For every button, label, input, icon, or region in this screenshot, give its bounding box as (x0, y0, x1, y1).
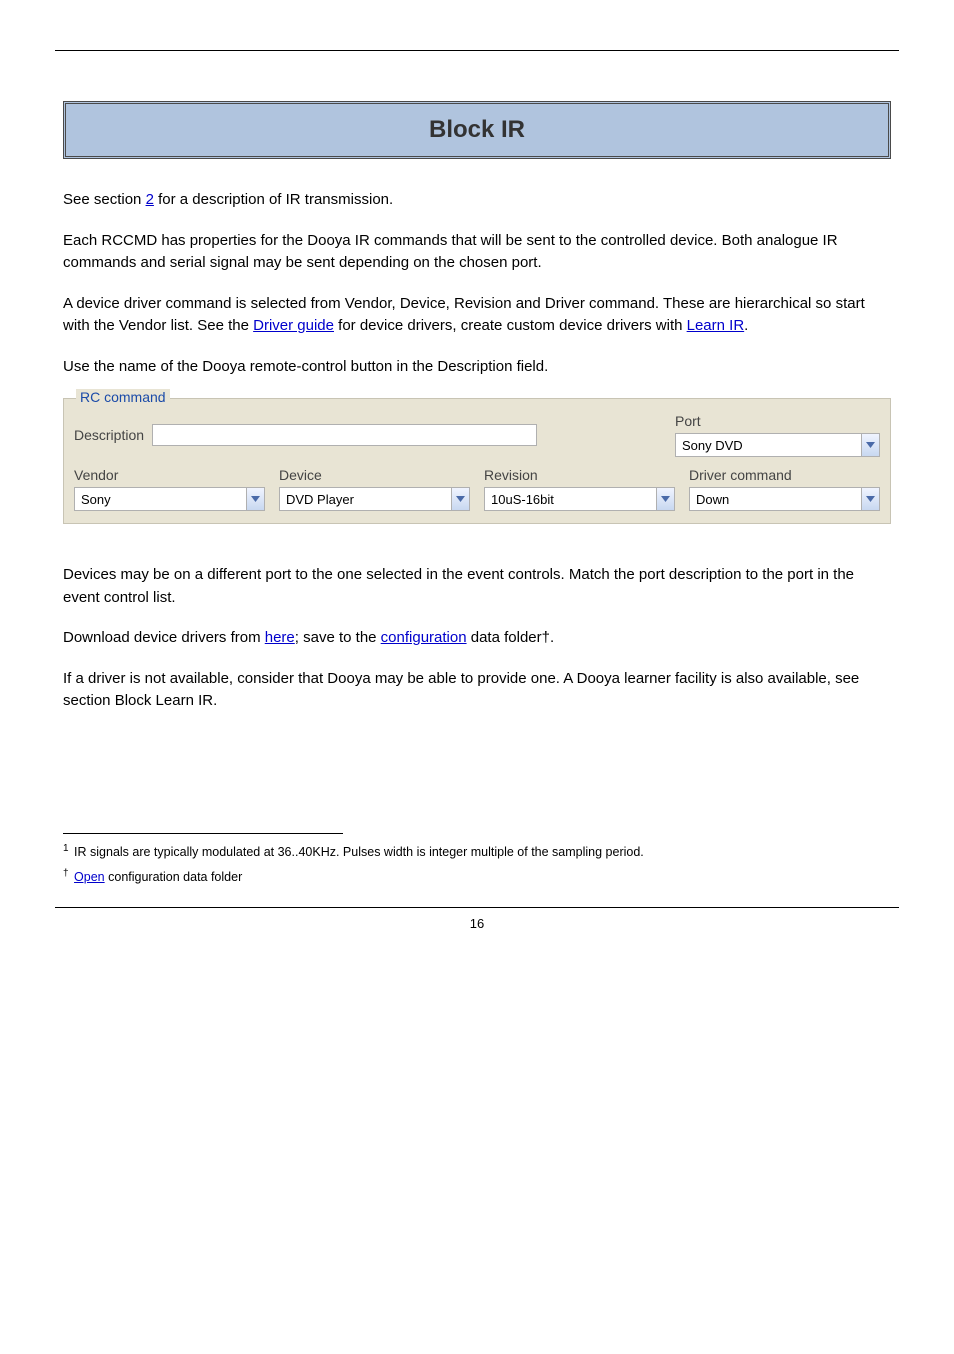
learn-ir-link[interactable]: Learn IR (687, 317, 745, 334)
chevron-down-icon (451, 488, 469, 510)
chevron-down-icon (246, 488, 264, 510)
vendor-value: Sony (81, 492, 111, 507)
paragraph-2: Each RCCMD has properties for the Dooya … (63, 230, 891, 275)
intro-paragraph: See section 2 for a description of IR tr… (63, 189, 891, 212)
rc-legend: RC command (76, 389, 170, 405)
paragraph-5: Devices may be on a different port to th… (63, 564, 891, 609)
paragraph-6: Download device drivers from here; save … (63, 627, 891, 650)
paragraph-4: Use the name of the Dooya remote-control… (63, 356, 891, 379)
text: ; save to the (295, 629, 381, 646)
description-input[interactable] (152, 424, 537, 446)
device-value: DVD Player (286, 492, 354, 507)
port-select[interactable]: Sony DVD (675, 433, 880, 457)
device-select[interactable]: DVD Player (279, 487, 470, 511)
open-folder-link[interactable]: Open (74, 870, 105, 884)
footnote-separator (63, 833, 343, 834)
driver-command-select[interactable]: Down (689, 487, 880, 511)
driver-command-value: Down (696, 492, 729, 507)
port-value: Sony DVD (682, 438, 743, 453)
text: See section (63, 191, 146, 208)
section-title: Block IR (63, 101, 891, 159)
text: . (744, 317, 748, 334)
driver-command-label: Driver command (689, 467, 880, 483)
revision-label: Revision (484, 467, 675, 483)
chevron-down-icon (656, 488, 674, 510)
footnote-text: IR signals are typically modulated at 36… (71, 845, 644, 859)
paragraph-7: If a driver is not available, consider t… (63, 668, 891, 713)
text: for a description of IR transmission. (154, 191, 393, 208)
rc-command-panel: RC command Description Port Sony DVD Ven… (63, 398, 891, 524)
revision-select[interactable]: 10uS-16bit (484, 487, 675, 511)
text: configuration data folder (105, 870, 243, 884)
port-label: Port (675, 413, 880, 429)
page-number: 16 (55, 908, 899, 931)
description-label: Description (74, 427, 144, 443)
footnote-symbol: † (63, 868, 69, 879)
footnote-number: 1 (63, 843, 69, 854)
footnote-1: 1 IR signals are typically modulated at … (63, 842, 891, 862)
download-here-link[interactable]: here (265, 629, 295, 646)
vendor-label: Vendor (74, 467, 265, 483)
text: Download device drivers from (63, 629, 265, 646)
driver-guide-link[interactable]: Driver guide (253, 317, 334, 334)
vendor-select[interactable]: Sony (74, 487, 265, 511)
revision-value: 10uS-16bit (491, 492, 554, 507)
text: Block Learn IR (115, 692, 213, 709)
chevron-down-icon (861, 434, 879, 456)
text: for device drivers, create custom device… (334, 317, 687, 334)
configuration-link[interactable]: configuration (381, 629, 467, 646)
text: . (213, 692, 217, 709)
footnote-2: † Open configuration data folder (63, 867, 891, 887)
text: data folder†. (467, 629, 555, 646)
paragraph-3: A device driver command is selected from… (63, 293, 891, 338)
chevron-down-icon (861, 488, 879, 510)
device-label: Device (279, 467, 470, 483)
section-2-link[interactable]: 2 (146, 191, 154, 208)
header-rule (55, 50, 899, 51)
